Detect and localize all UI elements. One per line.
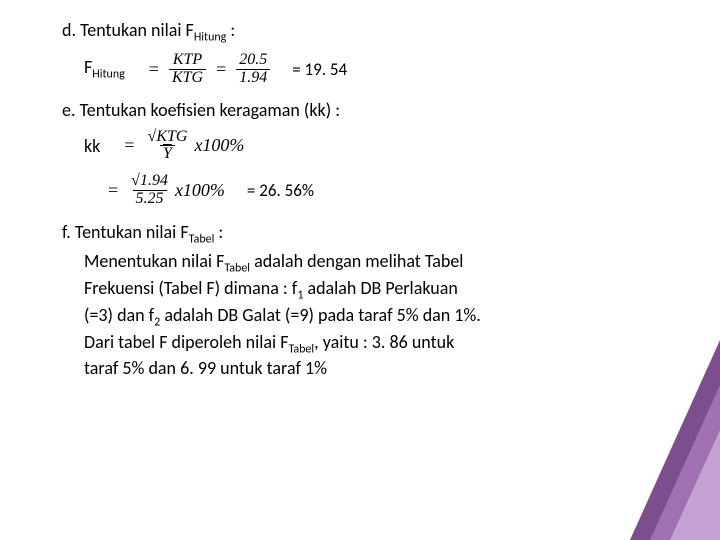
d-frac1-num: KTP [170, 52, 205, 69]
d-lhs: FHitung [84, 56, 125, 82]
f-p3a: (=3) dan f [84, 304, 154, 326]
f-p1b: Tabel [224, 261, 250, 275]
d-frac2-den: 1.94 [236, 69, 270, 87]
f-p4a: Dari tabel F diperoleh nilai F [84, 331, 288, 353]
equals-sign: = [216, 59, 226, 80]
equals-sign: = [124, 135, 134, 156]
f-p1c: adalah dengan melihat Tabel [250, 250, 463, 272]
equals-sign: = [108, 180, 118, 201]
d-frac2-num: 20.5 [236, 52, 270, 69]
e-equation-2: = √1.94 5.25 x100% = 26. 56% [98, 173, 632, 208]
f-heading-sub: Tabel [189, 232, 215, 246]
f-p2c: adalah DB Perlakuan [303, 277, 457, 299]
e-frac1-den: Y [160, 145, 175, 163]
e-times2: x100% [175, 180, 225, 201]
e-lhs: kk [84, 135, 100, 157]
d-heading-prefix: d. Tentukan nilai F [62, 19, 194, 41]
e-frac1: √KTG Y [145, 129, 191, 164]
d-heading-suffix: : [226, 19, 235, 41]
d-equation: FHitung = KTP KTG = 20.5 1.94 = 19. 54 [62, 52, 632, 87]
e-frac2-num: √1.94 [128, 173, 171, 190]
f-line3: (=3) dan f2 adalah DB Galat (=9) pada ta… [84, 304, 632, 331]
d-frac1: KTP KTG [169, 52, 206, 87]
e-result: = 26. 56% [247, 180, 314, 201]
e-frac2: √1.94 5.25 [128, 173, 171, 208]
e-equation-1: kk = √KTG Y x100% [62, 129, 632, 164]
f-p1a: Menentukan nilai F [84, 250, 224, 272]
d-frac1-den: KTG [169, 69, 206, 87]
d-frac2: 20.5 1.94 [236, 52, 270, 87]
equals-sign: = [149, 59, 159, 80]
decor-triangle-3 [670, 430, 720, 540]
f-line1: Menentukan nilai FTabel adalah dengan me… [84, 250, 632, 277]
f-line4: Dari tabel F diperoleh nilai FTabel, yai… [84, 331, 632, 358]
f-p4c: , yaitu : 3. 86 untuk [314, 331, 454, 353]
d-heading-sub: Hitung [194, 31, 227, 45]
e-frac1-num: √KTG [145, 129, 191, 146]
d-lhs-sub: Hitung [92, 68, 125, 82]
section-d-heading: d. Tentukan nilai FHitung : [62, 18, 632, 46]
f-p2a: Frekuensi (Tabel F) dimana : f [84, 277, 297, 299]
f-heading-suffix: : [214, 221, 223, 243]
e-frac2-den: 5.25 [133, 190, 167, 208]
section-e-heading: e. Tentukan koefisien keragaman (kk) : [62, 98, 632, 122]
f-body: Menentukan nilai FTabel adalah dengan me… [84, 250, 632, 381]
f-line5: taraf 5% dan 6. 99 untuk taraf 1% [84, 357, 632, 380]
d-result: = 19. 54 [292, 59, 347, 80]
f-heading-prefix: f. Tentukan nilai F [62, 221, 189, 243]
section-f-heading: f. Tentukan nilai FTabel : [62, 220, 632, 248]
slide-content: d. Tentukan nilai FHitung : FHitung = KT… [62, 18, 632, 380]
e-times1: x100% [194, 135, 244, 156]
f-p4b: Tabel [288, 342, 314, 356]
f-p3c: adalah DB Galat (=9) pada taraf 5% dan 1… [160, 304, 481, 326]
f-line2: Frekuensi (Tabel F) dimana : f1 adalah D… [84, 277, 632, 304]
